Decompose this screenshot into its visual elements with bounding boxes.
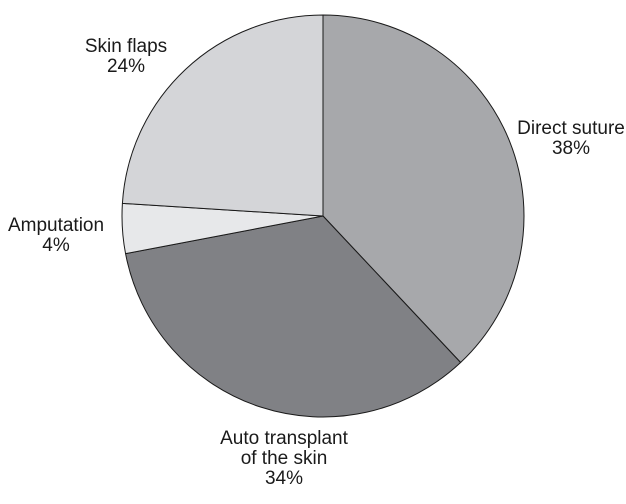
slice-name-line: Direct suture — [517, 118, 625, 139]
slice-name-line: of the skin — [241, 448, 328, 469]
slice-label-2: Amputation 4% — [8, 215, 104, 256]
slice-percent: 4% — [42, 235, 70, 256]
pie-slice-1 — [125, 215, 462, 418]
slice-label-1: Auto transplant of the skin 34% — [220, 428, 349, 489]
slice-label-3: Skin flaps 24% — [85, 36, 167, 77]
pie-slice-0 — [322, 14, 525, 364]
slice-name-line: Amputation — [8, 215, 104, 236]
pie-slice-3 — [121, 14, 324, 217]
slice-name-line: Skin flaps — [85, 36, 167, 57]
slice-label-0: Direct suture 38% — [517, 118, 625, 159]
slice-percent: 38% — [552, 138, 590, 159]
slice-labels: Direct suture 38% Auto transplant of the sk… — [8, 36, 625, 489]
slice-percent: 24% — [107, 56, 145, 77]
slice-name-line: Auto transplant — [220, 428, 349, 449]
pie-slices — [121, 14, 525, 418]
slice-percent: 34% — [265, 468, 303, 489]
